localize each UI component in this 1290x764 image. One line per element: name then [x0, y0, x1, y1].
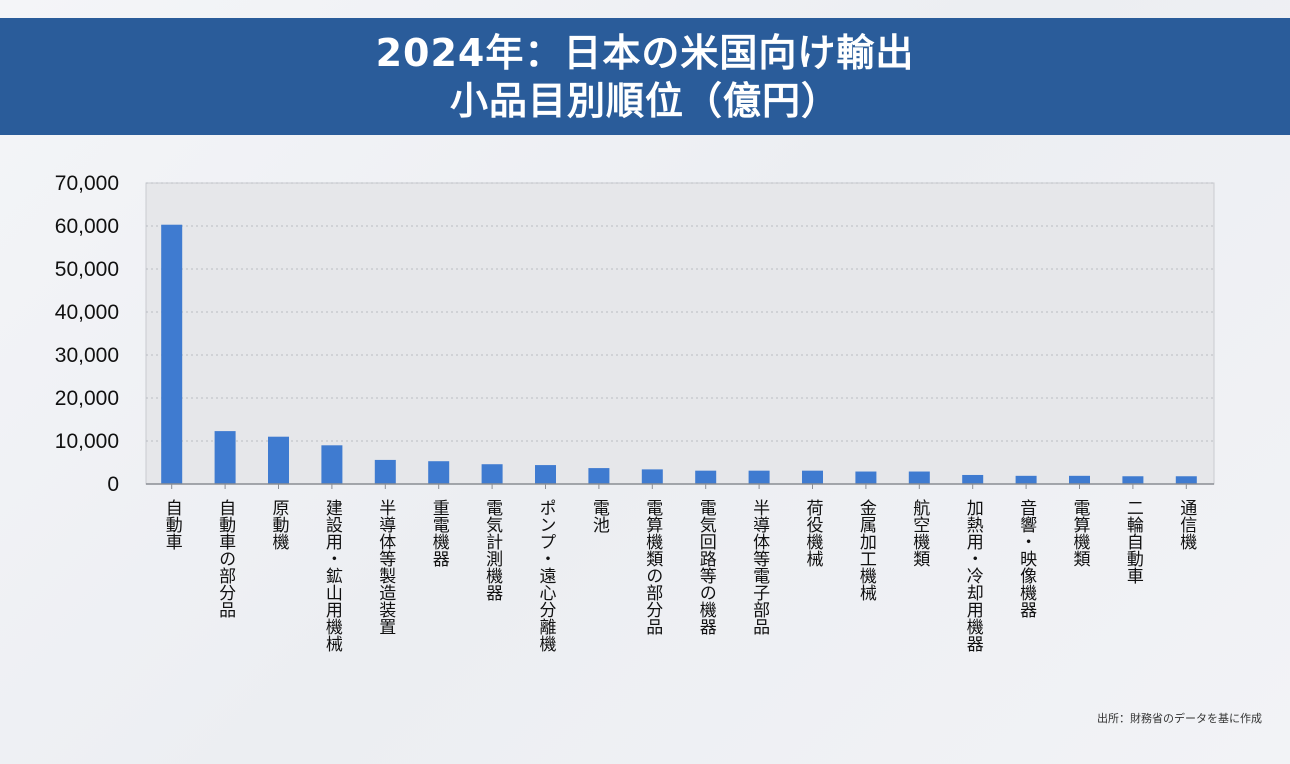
bar	[588, 468, 610, 484]
x-category-label: 自動車	[162, 499, 183, 550]
bar	[1015, 475, 1037, 484]
bar	[802, 470, 823, 484]
bars	[161, 224, 1197, 484]
y-tick-label: 20,000	[55, 387, 119, 410]
y-axis: 0 10,000 20,000 30,000 40,000 50,000 60,000 70,…	[55, 172, 119, 496]
x-category-label: 航空機類	[909, 499, 930, 567]
x-category-label: 音響・映像機器	[1016, 499, 1037, 618]
bar	[908, 471, 930, 484]
bar	[428, 461, 450, 484]
y-tick-label: 40,000	[55, 301, 119, 324]
title-banner: 2024年：日本の米国向け輸出 小品目別順位（億円）	[0, 18, 1290, 135]
x-category-label: ポンプ・遠心分離機	[536, 499, 557, 653]
y-tick-label: 30,000	[55, 344, 119, 367]
x-category-label: 電池	[589, 499, 610, 533]
y-tick-label: 10,000	[55, 430, 119, 453]
bar	[962, 474, 984, 484]
bar	[748, 470, 770, 484]
x-category-label: 電算機類	[1070, 499, 1091, 567]
y-tick-label: 0	[107, 473, 119, 496]
x-category-label: 自動車の部分品	[215, 499, 236, 618]
x-category-label: 通信機	[1176, 499, 1197, 551]
x-category-label: 二輪自動車	[1123, 499, 1144, 584]
bar	[1122, 476, 1144, 484]
x-axis: 自動車 自動車の部分品 原動機 建設用・鉱山用機械 半導体等製造装置 重電機器 電気計測機器…	[146, 483, 1214, 653]
chart-title-line2: 小品目別順位（億円）	[449, 78, 840, 123]
bar	[1069, 475, 1090, 484]
plot-area	[145, 182, 1215, 485]
x-category-label: 原動機	[269, 499, 290, 551]
bar	[695, 470, 717, 484]
bar	[855, 471, 877, 484]
bar	[481, 464, 503, 484]
x-category-label: 建設用・鉱山用機械	[322, 499, 343, 652]
bar	[321, 445, 343, 484]
x-category-label: 加熱用・冷却用機器	[963, 499, 984, 652]
x-category-label: 半導体等電子部品	[749, 499, 770, 635]
x-category-label: 半導体等製造装置	[375, 499, 396, 635]
bar	[161, 224, 183, 484]
bar	[535, 465, 556, 484]
x-category-label: 金属加工機械	[856, 499, 877, 601]
y-tick-label: 70,000	[55, 172, 119, 195]
x-category-label: 電算機類の部分品	[642, 499, 663, 635]
bar	[268, 436, 289, 484]
bar	[374, 459, 396, 484]
chart-title-line1: 2024年：日本の米国向け輸出	[375, 30, 915, 75]
source-note: 出所：財務省のデータを基に作成	[1097, 712, 1262, 725]
bar	[214, 431, 236, 484]
x-category-label: 電気回路等の機器	[696, 499, 717, 635]
grid-lines	[146, 182, 1214, 442]
bar	[1175, 476, 1197, 484]
x-category-label: 重電機器	[429, 499, 450, 567]
bar	[641, 469, 663, 484]
y-tick-label: 60,000	[55, 215, 119, 238]
y-tick-label: 50,000	[55, 258, 119, 281]
x-category-label: 荷役機械	[803, 499, 824, 567]
x-category-label: 電気計測機器	[482, 499, 503, 601]
